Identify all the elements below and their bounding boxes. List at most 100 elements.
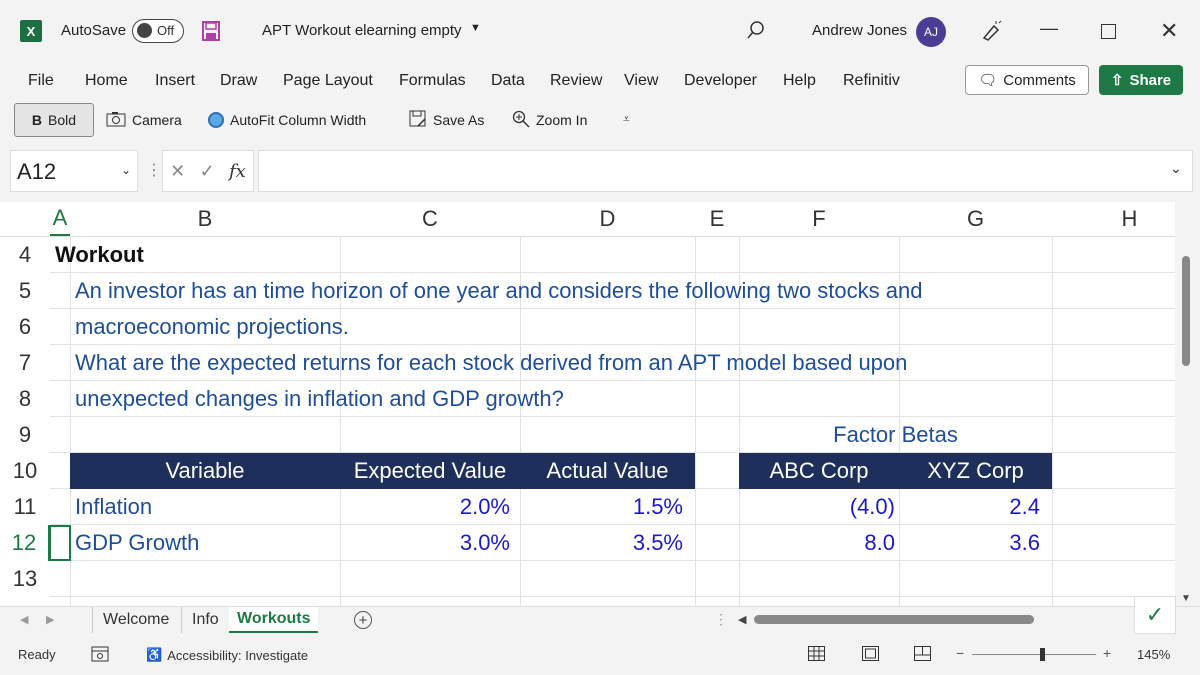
- menu-draw[interactable]: Draw: [220, 72, 258, 89]
- vertical-scroll-thumb[interactable]: [1182, 256, 1190, 366]
- cell-actual-inflation[interactable]: 1.5%: [632, 494, 683, 519]
- page-layout-view-icon[interactable]: [862, 646, 879, 666]
- name-box-chevron-icon[interactable]: ⌄: [120, 163, 131, 177]
- share-button[interactable]: ⇧ Share: [1099, 65, 1183, 95]
- cell-variable-inflation[interactable]: Inflation: [75, 494, 153, 519]
- question-text-line-3: What are the expected returns for each s…: [75, 350, 908, 375]
- scroll-down-icon[interactable]: ▼: [1181, 593, 1191, 604]
- menu-home[interactable]: Home: [85, 72, 128, 89]
- file-title[interactable]: APT Workout elearning empty: [262, 22, 462, 39]
- menu-insert[interactable]: Insert: [155, 72, 196, 89]
- tab-welcome[interactable]: Welcome: [92, 607, 179, 633]
- cancel-icon[interactable]: ✕: [170, 160, 186, 181]
- row-header-11[interactable]: 11: [13, 494, 37, 519]
- column-header-a[interactable]: A: [50, 202, 70, 236]
- bold-button[interactable]: B Bold: [14, 103, 94, 137]
- column-header-c[interactable]: C: [422, 206, 438, 231]
- insert-function-icon[interactable]: fx: [229, 160, 246, 182]
- cell-abc-beta-inflation[interactable]: (4.0): [849, 494, 895, 519]
- maximize-icon[interactable]: [1101, 24, 1116, 39]
- tab-workouts[interactable]: Workouts: [229, 607, 319, 633]
- row-header-12[interactable]: 12: [0, 525, 50, 561]
- column-header-e[interactable]: E: [709, 206, 725, 231]
- checkmark-icon[interactable]: ✓: [1134, 596, 1176, 634]
- tab-scroll-right-icon[interactable]: ▶: [46, 614, 55, 626]
- comments-label: Comments: [1003, 71, 1076, 89]
- row-header-5[interactable]: 5: [18, 278, 32, 303]
- cell-xyz-beta-inflation[interactable]: 2.4: [1009, 494, 1040, 519]
- menu-data[interactable]: Data: [491, 72, 525, 89]
- zoom-level[interactable]: 145%: [1137, 647, 1171, 662]
- selected-cell-a12[interactable]: [49, 525, 71, 561]
- cell-variable-gdp-growth[interactable]: GDP Growth: [75, 530, 200, 555]
- designer-pen-icon[interactable]: [980, 18, 1002, 47]
- tab-scroll-left-icon[interactable]: ◀: [20, 614, 29, 626]
- row-header-4[interactable]: 4: [18, 242, 32, 267]
- row-header-10[interactable]: 10: [12, 458, 38, 483]
- save-as-button[interactable]: Save As: [409, 103, 484, 137]
- zoom-in-small-icon[interactable]: +: [1103, 645, 1112, 661]
- menu-review[interactable]: Review: [550, 72, 603, 89]
- gridline: [50, 380, 1175, 381]
- menu-formulas[interactable]: Formulas: [399, 72, 466, 89]
- page-break-preview-icon[interactable]: [914, 646, 931, 666]
- column-header-f[interactable]: F: [812, 206, 826, 231]
- column-header-d[interactable]: D: [599, 206, 616, 231]
- cell-expected-gdp-growth[interactable]: 3.0%: [459, 530, 510, 555]
- autofit-column-width-button[interactable]: AutoFit Column Width: [208, 103, 366, 137]
- menu-developer[interactable]: Developer: [684, 72, 757, 89]
- column-headers: [0, 202, 1175, 237]
- tab-info[interactable]: Info: [181, 607, 229, 633]
- gridline: [739, 236, 740, 606]
- comments-button[interactable]: 🗨 Comments: [965, 65, 1089, 95]
- gridline: [50, 308, 1175, 309]
- column-header-g[interactable]: G: [966, 206, 985, 231]
- save-icon[interactable]: [202, 21, 220, 41]
- formula-bar-grip-icon[interactable]: ⋮: [146, 162, 162, 179]
- search-icon[interactable]: [746, 20, 766, 45]
- zoom-slider-track[interactable]: [972, 654, 1096, 655]
- autosave-toggle[interactable]: Off: [132, 19, 184, 43]
- cell-xyz-beta-gdp-growth[interactable]: 3.6: [1009, 530, 1040, 555]
- cell-actual-gdp-growth[interactable]: 3.5%: [632, 530, 683, 555]
- zoom-out-icon[interactable]: −: [956, 645, 965, 661]
- row-header-8[interactable]: 8: [18, 386, 32, 411]
- menu-help[interactable]: Help: [783, 72, 816, 89]
- zoom-in-button[interactable]: Zoom In: [512, 103, 587, 137]
- row-header-6[interactable]: 6: [18, 314, 32, 339]
- column-header-h[interactable]: H: [1121, 206, 1138, 231]
- tab-split-grip-icon[interactable]: ⋮: [714, 611, 728, 627]
- normal-view-icon[interactable]: [808, 646, 825, 666]
- enter-icon[interactable]: ✓: [199, 160, 215, 181]
- add-sheet-icon[interactable]: +: [354, 611, 372, 629]
- close-icon[interactable]: ✕: [1160, 18, 1179, 43]
- minimize-icon[interactable]: —: [1040, 18, 1058, 38]
- hscroll-left-icon[interactable]: ◀: [738, 614, 747, 626]
- cell-expected-inflation[interactable]: 2.0%: [459, 494, 510, 519]
- column-header-b[interactable]: B: [197, 206, 213, 231]
- camera-icon: [106, 111, 126, 130]
- customize-toolbar-icon[interactable]: ⩡: [623, 112, 630, 126]
- macro-record-icon[interactable]: [91, 646, 109, 667]
- horizontal-scroll-thumb[interactable]: [754, 615, 1034, 624]
- row-header-7[interactable]: 7: [18, 350, 32, 375]
- accessibility-status[interactable]: ♿ Accessibility: Investigate: [146, 647, 308, 663]
- question-text-line-1: An investor has an time horizon of one y…: [75, 278, 923, 303]
- menu-view[interactable]: View: [624, 72, 659, 89]
- row-header-13[interactable]: 13: [12, 566, 38, 591]
- menu-refinitiv[interactable]: Refinitiv: [843, 72, 900, 89]
- avatar[interactable]: AJ: [916, 17, 946, 47]
- cell-abc-beta-gdp-growth[interactable]: 8.0: [864, 530, 895, 555]
- menu-page-layout[interactable]: Page Layout: [283, 72, 373, 89]
- autofit-label: AutoFit Column Width: [230, 112, 367, 128]
- camera-button[interactable]: Camera: [106, 103, 182, 137]
- user-name[interactable]: Andrew Jones: [812, 22, 908, 39]
- zoom-slider-thumb[interactable]: [1040, 648, 1045, 661]
- row-header-9[interactable]: 9: [18, 422, 32, 447]
- name-box[interactable]: A12 ⌄: [10, 150, 138, 192]
- expand-formula-bar-icon[interactable]: ⌄: [1170, 160, 1182, 176]
- chevron-down-icon[interactable]: ▼: [470, 22, 481, 34]
- formula-input[interactable]: [258, 150, 1193, 192]
- menu-file[interactable]: File: [28, 72, 54, 89]
- table-header-variable: Variable: [70, 453, 340, 489]
